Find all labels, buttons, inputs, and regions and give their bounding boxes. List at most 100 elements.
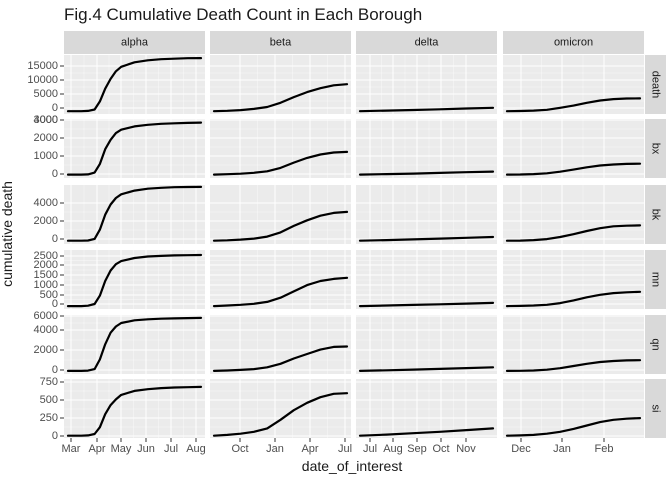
x-tick-label: Mar [62, 443, 81, 455]
x-tick-label: Apr [301, 443, 318, 455]
facet-strips: death bx bk mn qn si alpha beta delta omicron [64, 31, 666, 438]
panel-alpha-bk [64, 185, 205, 244]
x-tick-label: Nov [456, 443, 476, 455]
y-tick-label: 0 [52, 233, 58, 245]
y-tick-label: 500 [40, 394, 58, 406]
series-line-beta-bk [212, 210, 349, 242]
series-line-delta-bx [358, 170, 495, 176]
y-tick-label: 4000 [34, 197, 58, 209]
x-tick-label: Jan [266, 443, 284, 455]
x-axis-delta: Jul Aug Sep Oct Nov [363, 438, 476, 455]
panel-alpha-mn [64, 250, 205, 309]
x-tick-label: Oct [432, 443, 449, 455]
row-strip-qn: qn [645, 315, 666, 374]
panel-background [356, 185, 497, 244]
column-strip-background [64, 31, 205, 54]
panel-background [210, 119, 351, 178]
row-strip-label: bk [650, 209, 662, 221]
y-axis-si: 0 250 500 750 [40, 376, 64, 442]
row-strip-label: qn [650, 338, 662, 350]
x-tick-label: Jul [164, 443, 178, 455]
panel-background [503, 250, 644, 309]
panel-background [210, 379, 351, 438]
panel-background [356, 250, 497, 309]
panels [64, 55, 644, 438]
y-axis-qn: 0 2000 4000 6000 [34, 310, 64, 376]
x-tick-label: Jan [553, 443, 571, 455]
x-tick-label: Dec [511, 443, 531, 455]
panel-delta-bk [356, 185, 497, 244]
column-strip-label: omicron [554, 37, 593, 49]
column-strip-omicron: omicron [503, 31, 644, 54]
x-axes: Mar Apr May Jun Jul Aug Oct Jan Apr Jul Jul Aug Sep O… [62, 438, 613, 455]
y-tick-label: 2000 [34, 344, 58, 356]
panel-delta-death [356, 55, 497, 114]
series-line-beta-bx [212, 150, 349, 176]
panel-omicron-death [503, 55, 644, 114]
panel-beta-bx [210, 119, 351, 178]
row-strip-label: death [650, 71, 662, 99]
x-tick-label: Feb [595, 443, 614, 455]
column-strip-background [210, 31, 351, 54]
series-line-beta-si [212, 392, 349, 437]
y-axis-death: 0 5000 10000 15000 [27, 60, 64, 114]
panel-omicron-bk [503, 185, 644, 244]
row-strip-label: bx [650, 143, 662, 155]
x-axis-beta: Oct Jan Apr Jul [231, 438, 352, 455]
y-tick-label: 2500 [34, 250, 58, 262]
x-axis-omicron: Dec Jan Feb [511, 438, 613, 455]
y-tick-label: 2000 [34, 132, 58, 144]
x-tick-label: Jun [137, 443, 155, 455]
panel-background [64, 55, 205, 114]
panel-background [356, 379, 497, 438]
row-strip-background [645, 55, 666, 114]
column-strip-beta: beta [210, 31, 351, 54]
series-line-omicron-bx [505, 162, 642, 176]
x-tick-label: Aug [186, 443, 206, 455]
panel-alpha-si [64, 379, 205, 438]
x-axis-title: date_of_interest [302, 458, 403, 474]
series-line-omicron-mn [505, 290, 642, 308]
y-tick-label: 1000 [34, 279, 58, 291]
panel-alpha-death [64, 55, 205, 114]
panel-omicron-si [503, 379, 644, 438]
y-tick-label: 0 [52, 364, 58, 376]
y-tick-label: 2000 [34, 215, 58, 227]
row-strip-death: death [645, 55, 666, 114]
series-line-alpha-bx [66, 121, 203, 176]
panel-background [64, 119, 205, 178]
panel-background [356, 119, 497, 178]
y-tick-label: 0 [52, 168, 58, 180]
x-tick-label: Jul [338, 443, 352, 455]
row-strip-mn: mn [645, 250, 666, 309]
series-line-alpha-qn [66, 316, 203, 372]
column-strip-background [356, 31, 497, 54]
series-line-delta-bk [358, 235, 495, 242]
y-tick-label: 250 [40, 412, 58, 424]
y-tick-label: 10000 [27, 74, 58, 86]
series-line-omicron-qn [505, 359, 642, 372]
row-strip-bx: bx [645, 119, 666, 178]
panel-beta-si [210, 379, 351, 438]
series-line-beta-qn [212, 345, 349, 372]
series-line-delta-qn [358, 366, 495, 372]
panel-beta-bk [210, 185, 351, 244]
column-strip-delta: delta [356, 31, 497, 54]
row-strip-background [645, 315, 666, 374]
panel-omicron-bx [503, 119, 644, 178]
column-strip-background [503, 31, 644, 54]
panel-background [356, 55, 497, 114]
panel-omicron-mn [503, 250, 644, 309]
y-tick-label: 15000 [27, 60, 58, 72]
y-axis-bk: 0 2000 4000 [34, 197, 64, 245]
x-tick-label: Oct [231, 443, 248, 455]
column-strip-label: delta [415, 37, 440, 49]
row-strip-label: mn [650, 272, 662, 287]
series-line-omicron-bk [505, 224, 642, 242]
panel-background [503, 315, 644, 374]
panel-background [210, 315, 351, 374]
column-strip-label: alpha [121, 37, 149, 49]
panel-delta-qn [356, 315, 497, 374]
